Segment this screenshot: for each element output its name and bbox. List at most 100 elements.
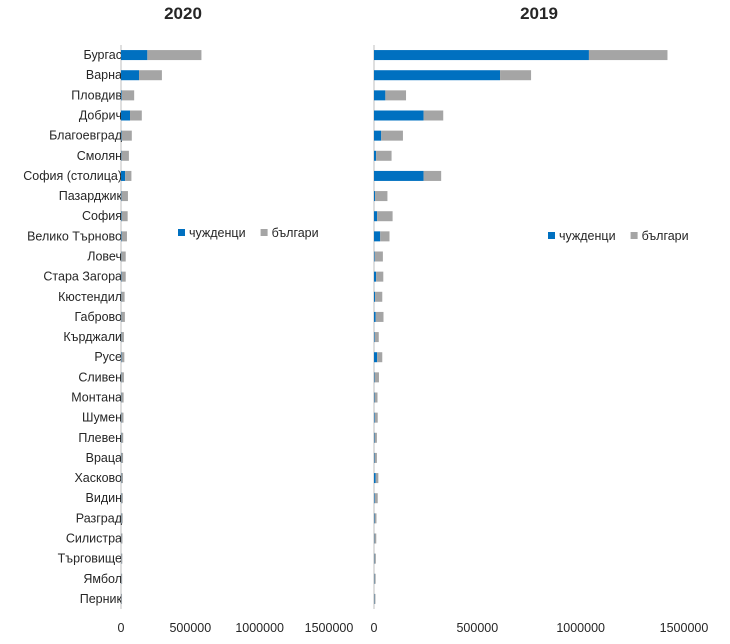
bar-bulgarians: [375, 473, 379, 484]
category-label: София: [82, 209, 122, 223]
bar-bulgarians: [121, 372, 124, 383]
bar-bulgarians: [121, 593, 123, 604]
bar-foreigners: [374, 251, 375, 262]
bar-bulgarians: [121, 473, 123, 484]
bar-bulgarians: [121, 90, 135, 101]
bar-bulgarians: [121, 432, 124, 443]
bar-bulgarians: [121, 311, 125, 322]
bar-foreigners: [121, 231, 122, 242]
bar-bulgarians: [374, 392, 378, 403]
category-label: Ямбол: [83, 572, 122, 586]
category-label: Перник: [80, 592, 123, 606]
bar-foreigners: [374, 432, 375, 443]
bar-foreigners: [121, 90, 122, 101]
bar-bulgarians: [121, 412, 124, 423]
bar-bulgarians: [376, 150, 392, 161]
bar-bulgarians: [121, 211, 128, 222]
bar-bulgarians: [121, 130, 132, 141]
category-label: Габрово: [74, 310, 122, 324]
legend-label-foreigners: чужденци: [189, 226, 246, 240]
bar-foreigners: [374, 130, 382, 141]
bar-foreigners: [374, 191, 376, 202]
category-label: Добрич: [79, 109, 122, 123]
x-tick-label: 0: [371, 621, 378, 635]
bar-foreigners: [374, 110, 424, 121]
category-label: Хасково: [74, 471, 122, 485]
bar-bulgarians: [121, 291, 125, 302]
bar-bulgarians: [121, 251, 126, 262]
category-label: Видин: [86, 491, 123, 505]
bar-foreigners: [374, 372, 375, 383]
bar-foreigners: [374, 473, 376, 484]
bar-foreigners: [374, 211, 378, 222]
bar-bulgarians: [374, 251, 383, 262]
bar-foreigners: [121, 110, 131, 121]
category-label: Монтана: [71, 391, 122, 405]
bar-bulgarians: [374, 553, 376, 564]
bar-bulgarians: [381, 130, 403, 141]
bar-bulgarians: [121, 573, 123, 584]
x-tick-label: 500000: [456, 621, 498, 635]
bar-bulgarians: [423, 110, 444, 121]
legend-swatch-bulgarians: [260, 229, 268, 236]
bar-bulgarians: [121, 150, 129, 161]
bar-bulgarians: [121, 493, 123, 504]
category-label: Разград: [76, 511, 123, 525]
category-label: Плевен: [78, 431, 122, 445]
bar-foreigners: [121, 170, 126, 181]
category-label: Кюстендил: [58, 290, 122, 304]
bar-foreigners: [374, 452, 375, 463]
category-label: Търговище: [58, 552, 122, 566]
bar-bulgarians: [121, 553, 123, 564]
bar-foreigners: [374, 271, 377, 282]
bar-bulgarians: [374, 593, 376, 604]
category-label: Враца: [86, 451, 122, 465]
bar-bulgarians: [121, 332, 124, 343]
bar-foreigners: [374, 392, 375, 403]
bar-foreigners: [374, 291, 376, 302]
bar-foreigners: [374, 311, 376, 322]
bar-bulgarians: [121, 191, 128, 202]
bar-foreigners: [121, 70, 140, 81]
x-tick-label: 1500000: [660, 621, 709, 635]
bar-bulgarians: [374, 513, 377, 524]
category-label: София (столица): [23, 169, 122, 183]
bar-bulgarians: [121, 352, 125, 363]
bar-bulgarians: [374, 533, 377, 544]
x-tick-label: 1500000: [305, 621, 354, 635]
bar-bulgarians: [125, 170, 132, 181]
legend-swatch-foreigners: [178, 229, 185, 236]
bar-bulgarians: [374, 412, 378, 423]
bar-bulgarians: [139, 70, 162, 81]
category-label: Смолян: [77, 149, 122, 163]
bar-bulgarians: [374, 452, 377, 463]
category-label: Сливен: [78, 370, 122, 384]
x-tick-label: 1000000: [556, 621, 605, 635]
bar-foreigners: [374, 90, 386, 101]
bar-foreigners: [374, 170, 424, 181]
category-label: Шумен: [82, 411, 122, 425]
bar-foreigners: [374, 352, 378, 363]
bar-bulgarians: [130, 110, 142, 121]
category-label: Стара Загора: [43, 270, 122, 284]
bar-bulgarians: [121, 231, 127, 242]
bar-bulgarians: [121, 271, 126, 282]
bar-bulgarians: [374, 372, 379, 383]
bar-foreigners: [374, 412, 375, 423]
bar-bulgarians: [385, 90, 407, 101]
bar-bulgarians: [500, 70, 532, 81]
bar-bulgarians: [121, 533, 123, 544]
bar-bulgarians: [374, 493, 378, 504]
bar-bulgarians: [374, 432, 377, 443]
x-tick-label: 1000000: [235, 621, 284, 635]
bar-foreigners: [121, 211, 122, 222]
bar-bulgarians: [121, 392, 124, 403]
bar-bulgarians: [374, 573, 376, 584]
bar-bulgarians: [377, 352, 383, 363]
category-label: Варна: [86, 68, 122, 82]
bar-bulgarians: [377, 211, 393, 222]
chart-title-2020: 2020: [164, 4, 202, 23]
legend-label-foreigners: чужденци: [559, 229, 616, 243]
category-label: Силистра: [66, 532, 122, 546]
legend-label-bulgarians: българи: [272, 226, 319, 240]
